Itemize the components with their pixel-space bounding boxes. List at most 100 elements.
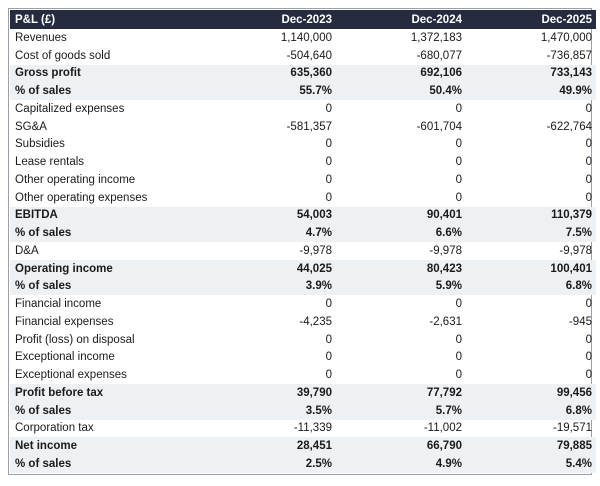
- header-row: P&L (£) Dec-2023 Dec-2024 Dec-2025: [10, 10, 596, 29]
- label-cell: Corporation tax: [15, 422, 94, 435]
- value-cell: 100,401: [466, 259, 596, 278]
- value-cell: -622,764: [546, 120, 592, 133]
- value-cell: 0: [455, 156, 462, 169]
- value-cell: 6.8%: [466, 277, 596, 296]
- table-row: Revenues 1,140,000 1,372,183 1,470,000: [10, 29, 596, 47]
- value-cell: 692,106: [336, 64, 466, 83]
- table-row: % of sales 4.7% 6.6% 7.5%: [10, 224, 596, 242]
- value-cell: 0: [325, 191, 332, 204]
- value-cell: 0: [325, 369, 332, 382]
- label-cell: % of sales: [10, 277, 206, 296]
- value-cell: 44,025: [206, 259, 336, 278]
- label-cell: % of sales: [10, 224, 206, 242]
- table-row: % of sales 2.5% 4.9% 5.4%: [10, 455, 596, 473]
- value-cell: 0: [325, 102, 332, 115]
- table-row: Lease rentals 0 0 0: [10, 153, 596, 171]
- value-cell: -680,077: [416, 49, 462, 62]
- label-cell: SG&A: [15, 120, 47, 133]
- value-cell: -9,978: [299, 244, 332, 257]
- label-cell: Operating income: [10, 259, 206, 278]
- value-cell: -601,704: [416, 120, 462, 133]
- value-cell: -9,978: [429, 244, 462, 257]
- value-cell: 0: [455, 191, 462, 204]
- value-cell: 49.9%: [466, 82, 596, 100]
- value-cell: 28,451: [206, 437, 336, 455]
- label-cell: % of sales: [10, 401, 206, 420]
- value-cell: -945: [568, 315, 592, 328]
- value-cell: 0: [455, 173, 462, 186]
- value-cell: 635,360: [206, 64, 336, 83]
- value-cell: -11,339: [293, 422, 332, 435]
- value-cell: 0: [585, 102, 592, 115]
- table-row: % of sales 3.9% 5.9% 6.8%: [10, 277, 596, 296]
- value-cell: -19,571: [552, 422, 592, 435]
- table-row: SG&A -581,357 -601,704 -622,764: [10, 118, 596, 136]
- label-cell: Cost of goods sold: [15, 49, 111, 62]
- value-cell: 3.5%: [206, 401, 336, 420]
- value-cell: 0: [585, 369, 592, 382]
- table-row: Subsidies 0 0 0: [10, 136, 596, 154]
- table-row: D&A -9,978 -9,978 -9,978: [10, 242, 596, 260]
- label-cell: Lease rentals: [15, 156, 85, 169]
- header-cell: Dec-2024: [336, 10, 466, 29]
- label-cell: Financial expenses: [15, 315, 114, 328]
- value-cell: 54,003: [206, 206, 336, 225]
- label-cell: Capitalized expenses: [15, 102, 125, 115]
- value-cell: 5.7%: [336, 401, 466, 420]
- value-cell: 99,456: [466, 384, 596, 402]
- table-row: Net income 28,451 66,790 79,885: [10, 437, 596, 455]
- value-cell: -11,002: [423, 422, 462, 435]
- label-cell: EBITDA: [10, 206, 206, 225]
- value-cell: 7.5%: [466, 224, 596, 242]
- value-cell: 6.6%: [336, 224, 466, 242]
- label-cell: D&A: [15, 244, 39, 257]
- value-cell: 0: [585, 156, 592, 169]
- table-row: EBITDA 54,003 90,401 110,379: [10, 206, 596, 225]
- table-row: Capitalized expenses 0 0 0: [10, 100, 596, 118]
- table-frame: P&L (£) Dec-2023 Dec-2024 Dec-2025 Revenues…: [8, 8, 596, 475]
- value-cell: 0: [455, 138, 462, 151]
- pl-table: P&L (£) Dec-2023 Dec-2024 Dec-2025 Revenues…: [10, 10, 596, 473]
- value-cell: 50.4%: [336, 82, 466, 100]
- value-cell: 0: [325, 351, 332, 364]
- label-cell: % of sales: [10, 455, 206, 473]
- value-cell: 1,140,000: [280, 31, 332, 44]
- label-cell: Exceptional expenses: [15, 369, 127, 382]
- label-cell: Financial income: [15, 298, 102, 311]
- header-cell: P&L (£): [10, 10, 206, 29]
- value-cell: 0: [325, 156, 332, 169]
- value-cell: -504,640: [286, 49, 332, 62]
- value-cell: 0: [455, 333, 462, 346]
- value-cell: 66,790: [336, 437, 466, 455]
- label-cell: Other operating expenses: [15, 191, 148, 204]
- value-cell: 0: [585, 191, 592, 204]
- value-cell: 0: [455, 351, 462, 364]
- label-cell: Other operating income: [15, 173, 136, 186]
- value-cell: 0: [585, 333, 592, 346]
- label-cell: Subsidies: [15, 138, 65, 151]
- value-cell: 4.9%: [336, 455, 466, 473]
- value-cell: 39,790: [206, 384, 336, 402]
- value-cell: 0: [585, 351, 592, 364]
- value-cell: 0: [325, 298, 332, 311]
- table-row: Cost of goods sold -504,640 -680,077 -736,8…: [10, 47, 596, 65]
- value-cell: 1,470,000: [540, 31, 592, 44]
- value-cell: 1,372,183: [410, 31, 462, 44]
- value-cell: 0: [455, 298, 462, 311]
- value-cell: 0: [585, 173, 592, 186]
- table-row: Gross profit 635,360 692,106 733,143: [10, 64, 596, 83]
- value-cell: 80,423: [336, 259, 466, 278]
- table-row: Other operating income 0 0 0: [10, 171, 596, 189]
- table-row: Profit before tax 39,790 77,792 99,456: [10, 384, 596, 402]
- value-cell: 79,885: [466, 437, 596, 455]
- value-cell: 2.5%: [206, 455, 336, 473]
- value-cell: -581,357: [286, 120, 332, 133]
- table-row: Corporation tax -11,339 -11,002 -19,571: [10, 420, 596, 438]
- table-row: Operating income 44,025 80,423 100,401: [10, 259, 596, 278]
- label-cell: Gross profit: [10, 64, 206, 83]
- label-cell: Net income: [10, 437, 206, 455]
- table-row: Other operating expenses 0 0 0: [10, 189, 596, 207]
- value-cell: 0: [585, 138, 592, 151]
- table-row: Exceptional income 0 0 0: [10, 349, 596, 367]
- value-cell: 4.7%: [206, 224, 336, 242]
